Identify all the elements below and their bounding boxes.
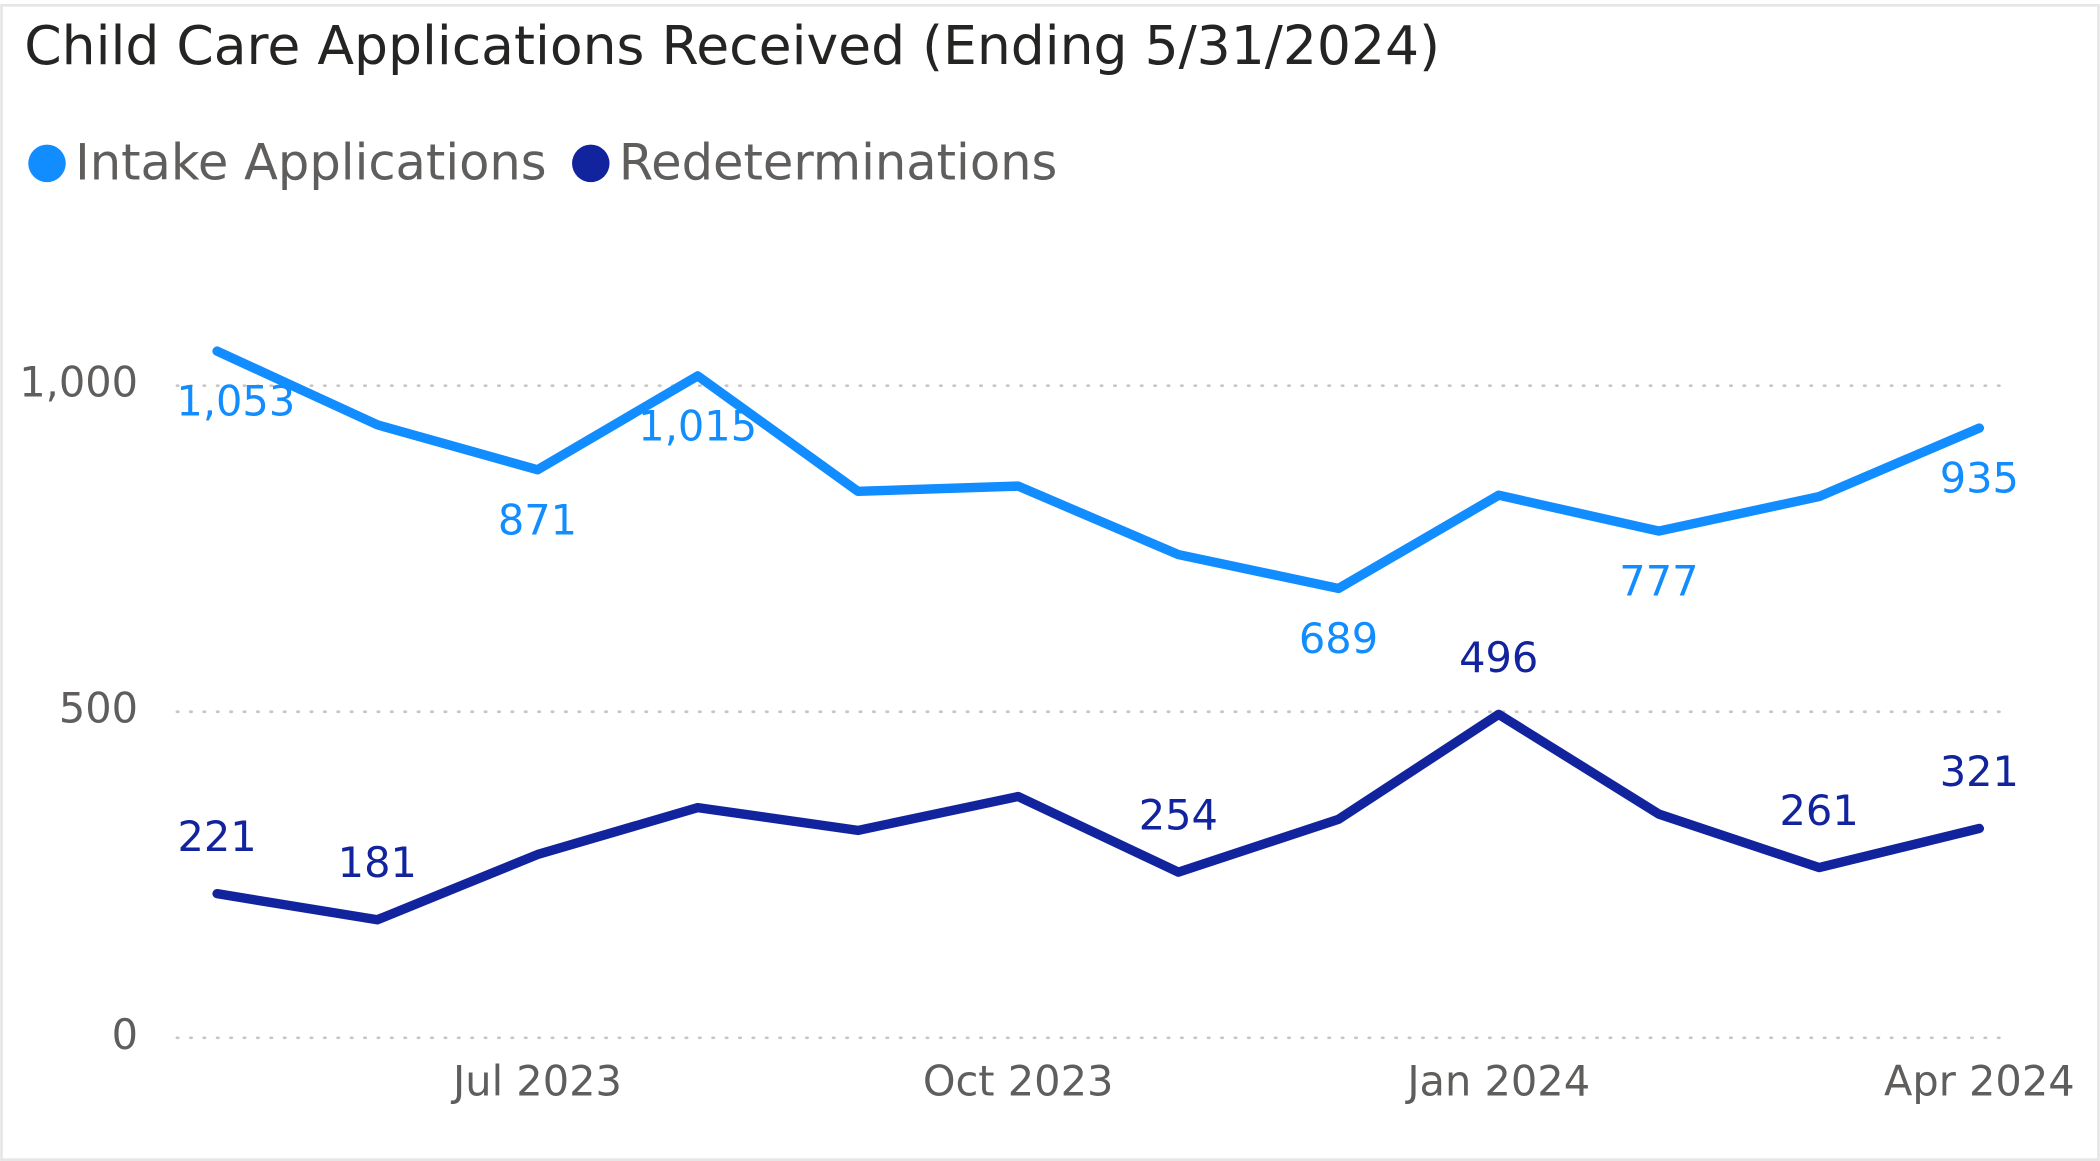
chart-title: Child Care Applications Received (Ending… [24,14,1440,77]
data-label: 254 [1139,791,1218,840]
data-label: 261 [1780,786,1859,835]
y-tick-label: 0 [112,1010,138,1059]
data-label: 496 [1459,633,1538,682]
data-label: 1,053 [176,377,295,426]
legend-label: Redeterminations [619,134,1057,192]
y-tick-label: 1,000 [19,358,138,407]
series-line [212,709,1985,925]
data-label: 181 [338,838,417,887]
frame [0,4,2100,1161]
x-tick-label: Jan 2024 [1404,1057,1590,1106]
data-label: 935 [1940,454,2019,503]
x-tick-label: Apr 2024 [1884,1057,2075,1106]
data-label: 1,015 [638,401,757,450]
x-tick-label: Jul 2023 [450,1057,622,1106]
data-label: 871 [498,495,577,544]
legend-label: Intake Applications [75,134,546,192]
legend-marker [572,144,610,183]
x-tick-label: Oct 2023 [923,1057,1114,1106]
data-label: 689 [1299,614,1378,663]
y-tick-label: 500 [59,684,138,733]
data-label: 321 [1940,747,2019,796]
legend-marker [28,144,66,183]
data-label: 777 [1619,557,1698,606]
series-line [212,346,1985,594]
data-label: 221 [177,812,256,861]
